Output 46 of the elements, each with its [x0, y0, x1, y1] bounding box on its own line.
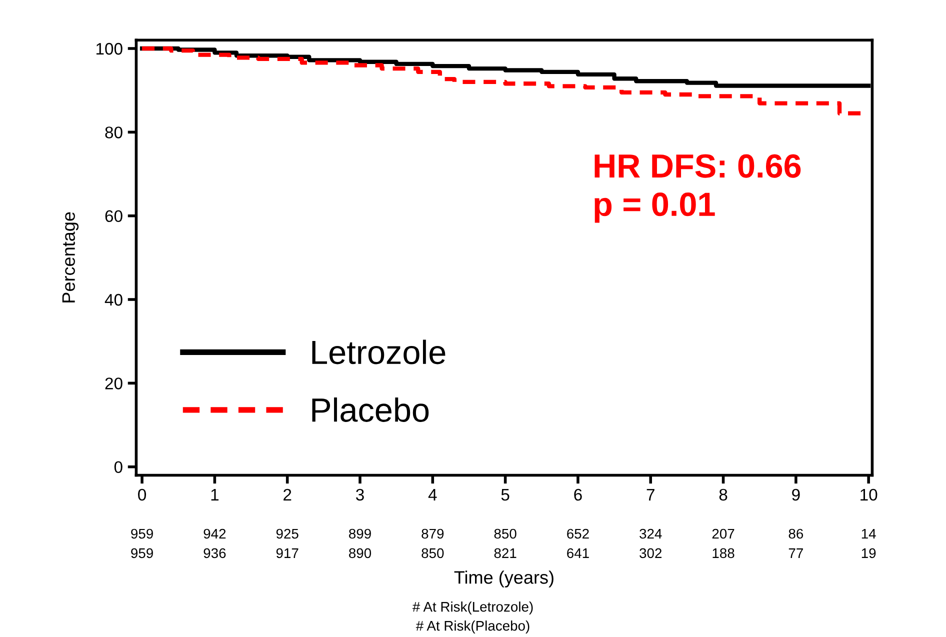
y-axis-title: Percentage [62, 212, 79, 302]
x-axis-title: Time (years) [454, 570, 554, 588]
legend-label: Placebo [312, 397, 429, 422]
x-tick-label: 2 [284, 488, 292, 500]
x-tick-label: 8 [719, 488, 728, 501]
text: 14 [862, 528, 876, 539]
text: 19 [862, 548, 876, 558]
x-tick-label: 7 [646, 489, 654, 500]
text: # At Risk(Placebo) [416, 620, 530, 634]
text: 641 [567, 548, 589, 558]
text: 850 [422, 548, 444, 558]
y-tick-label: 60 [105, 210, 122, 222]
text: 959 [131, 528, 153, 539]
text: 917 [276, 548, 298, 558]
text: 77 [788, 548, 803, 558]
x-tick-label: 3 [356, 488, 364, 501]
annotation: HR DFS: 0.66 p = 0.01 [594, 154, 801, 223]
text: 899 [349, 528, 371, 539]
x-tick-label: 0 [138, 488, 146, 501]
x-tick-label: 9 [792, 488, 800, 501]
y-tick-label: 40 [104, 294, 122, 306]
x-tick-label: 4 [428, 489, 437, 500]
x-tick-label: 5 [501, 489, 510, 501]
text: 821 [494, 548, 516, 558]
text: 188 [712, 548, 734, 558]
text: 324 [640, 528, 662, 539]
text: # At Risk(Letrozole) [412, 602, 533, 614]
text: 959 [131, 548, 153, 558]
text: 890 [349, 548, 372, 558]
x-tick-label: 6 [574, 488, 582, 501]
text: 850 [494, 528, 516, 539]
text: 942 [204, 528, 226, 539]
text: 207 [712, 528, 734, 539]
y-tick-label: 100 [96, 42, 122, 55]
x-tick-label: 10 [860, 488, 878, 501]
text: 936 [204, 548, 226, 558]
text: 879 [422, 528, 444, 539]
y-tick-label: 80 [105, 126, 122, 138]
text: 302 [640, 548, 662, 558]
text: 652 [567, 528, 589, 539]
legend-label: Letrozole [312, 340, 446, 364]
text: 86 [788, 528, 804, 539]
text: 925 [276, 528, 298, 539]
y-tick-label: 20 [105, 378, 122, 390]
y-tick-label: 0 [114, 461, 122, 474]
x-tick-label: 1 [211, 489, 219, 500]
